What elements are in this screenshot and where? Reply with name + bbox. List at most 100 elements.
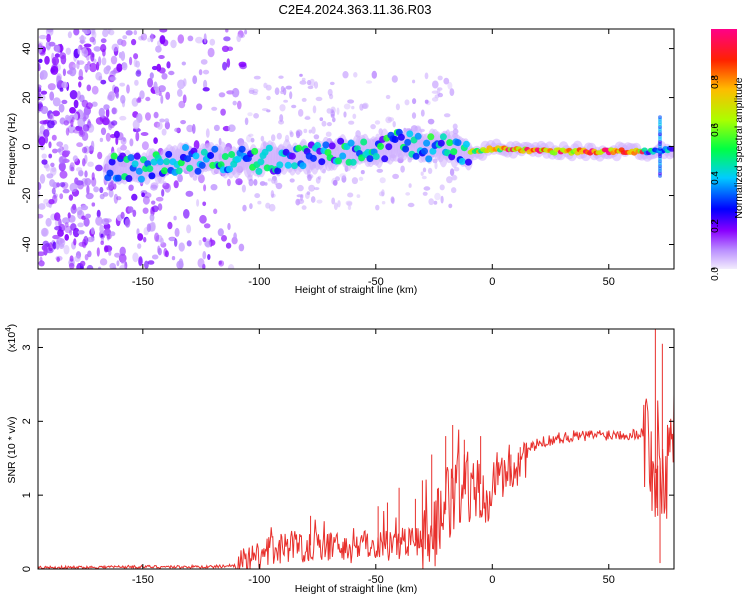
heatmap-speckle: [341, 175, 347, 183]
heatmap-speckle: [77, 222, 84, 228]
heatmap-speckle: [315, 96, 323, 102]
heatmap-speckle: [95, 117, 104, 125]
heatmap-speckle: [155, 45, 162, 53]
heatmap-speckle: [311, 126, 316, 134]
heatmap-speckle: [252, 91, 258, 96]
heatmap-speckle: [437, 75, 443, 81]
heatmap-speckle: [89, 36, 95, 43]
heatmap-speckle: [327, 88, 333, 96]
heatmap-speckle: [64, 222, 69, 228]
heatmap-speckle: [198, 69, 203, 76]
heatmap-ridge-blob: [207, 152, 215, 159]
heatmap-speckle: [138, 36, 144, 41]
line-y-tick-label: 3: [21, 344, 33, 350]
heatmap-ridge-blob: [161, 167, 168, 175]
heatmap-speckle: [202, 87, 210, 92]
heatmap-ridge-blob: [446, 139, 454, 147]
heatmap-ridge-blob: [337, 137, 345, 145]
heatmap-speckle: [168, 237, 175, 242]
heatmap-speckle: [122, 35, 128, 40]
colorbar-tick-label: 0.8: [710, 75, 721, 89]
heatmap-speckle: [40, 90, 48, 95]
heatmap-speckle: [64, 225, 72, 234]
heatmap-speckle: [87, 161, 94, 167]
heatmap-speckle: [227, 264, 235, 269]
heatmap-speckle: [38, 182, 42, 191]
heatmap-speckle: [173, 180, 179, 189]
heatmap-speckle: [77, 180, 84, 190]
heatmap-speckle: [205, 128, 210, 138]
heatmap-speckle: [242, 204, 247, 212]
heatmap-speckle: [225, 29, 229, 33]
heatmap-ridge-blob: [186, 164, 194, 172]
heatmap-speckle: [370, 124, 376, 130]
heatmap-speckle: [77, 117, 86, 128]
heatmap-speckle: [180, 120, 187, 125]
heatmap-speckle: [278, 119, 285, 125]
line-y-multiplier-exp: 4: [4, 327, 13, 332]
heatmap-speckle: [99, 258, 108, 266]
heatmap-speckle: [133, 30, 138, 36]
heatmap-speckle: [271, 134, 276, 142]
heatmap-speckle: [313, 134, 320, 140]
heatmap-speckle: [114, 89, 119, 98]
heatmap-speckle: [100, 127, 107, 136]
heatmap-ridge-blob: [425, 155, 433, 163]
heatmap-speckle: [71, 116, 75, 123]
heatmap-speckle: [52, 148, 58, 154]
heatmap-speckle: [100, 237, 104, 243]
heatmap-speckle: [98, 107, 106, 118]
heatmap-speckle: [101, 57, 107, 66]
heatmap-speckle: [119, 264, 127, 269]
heatmap-speckle: [332, 179, 338, 186]
heatmap-speckle: [391, 75, 398, 83]
heatmap-ridge-blob: [391, 136, 399, 143]
heatmap-speckle: [163, 247, 168, 257]
heatmap-speckle: [339, 173, 347, 178]
heatmap-speckle: [202, 69, 210, 75]
heatmap-speckle: [149, 72, 154, 79]
heatmap-speckle: [38, 203, 46, 210]
heatmap-speckle: [151, 200, 156, 205]
heatmap-speckle: [49, 91, 55, 101]
heatmap-speckle: [178, 100, 186, 109]
heatmap-speckle: [452, 174, 457, 181]
heatmap-speckle: [439, 184, 445, 191]
heatmap-speckle: [100, 44, 107, 53]
heatmap-speckle: [96, 247, 100, 257]
heatmap-speckle: [279, 104, 286, 112]
heatmap-speckle: [103, 66, 110, 75]
heatmap-speckle: [102, 192, 109, 197]
heatmap-speckle: [119, 246, 126, 256]
heatmap-speckle: [346, 201, 353, 207]
heatmap-speckle: [421, 175, 427, 180]
line-x-tick-label: 0: [489, 574, 495, 586]
line-x-tick-label: -50: [368, 574, 384, 586]
heatmap-speckle: [83, 43, 92, 48]
heatmap-speckle: [356, 194, 361, 199]
heatmap-ridge-blob: [148, 172, 156, 180]
heatmap-speckle: [111, 107, 118, 115]
heatmap-ridge-blob: [360, 138, 368, 146]
heatmap-speckle: [226, 58, 231, 68]
heatmap-ridge-blob: [194, 167, 202, 175]
heatmap-speckle: [102, 117, 110, 126]
heatmap-speckle: [266, 95, 271, 101]
line-y-axis-label: SNR (10 * v/v): [6, 416, 18, 483]
heatmap-speckle: [238, 243, 245, 252]
heatmap-ridge-blob: [257, 158, 265, 166]
heatmap-ridge-blob: [372, 153, 380, 160]
heatmap-ridge-blob: [146, 165, 154, 173]
heatmap-speckle: [118, 253, 127, 263]
heatmap-ridge-blob: [125, 175, 133, 182]
heatmap-speckle: [96, 209, 101, 218]
heatmap-speckle: [117, 38, 124, 46]
heatmap-speckle: [51, 187, 56, 195]
heatmap-speckle: [48, 141, 52, 149]
heatmap-speckle: [316, 199, 323, 204]
heatmap-speckle: [99, 224, 104, 234]
heatmap-speckle: [160, 94, 164, 104]
heatmap-speckle: [164, 118, 170, 123]
heatmap-speckle: [304, 116, 311, 120]
heatmap-speckle: [449, 88, 455, 96]
